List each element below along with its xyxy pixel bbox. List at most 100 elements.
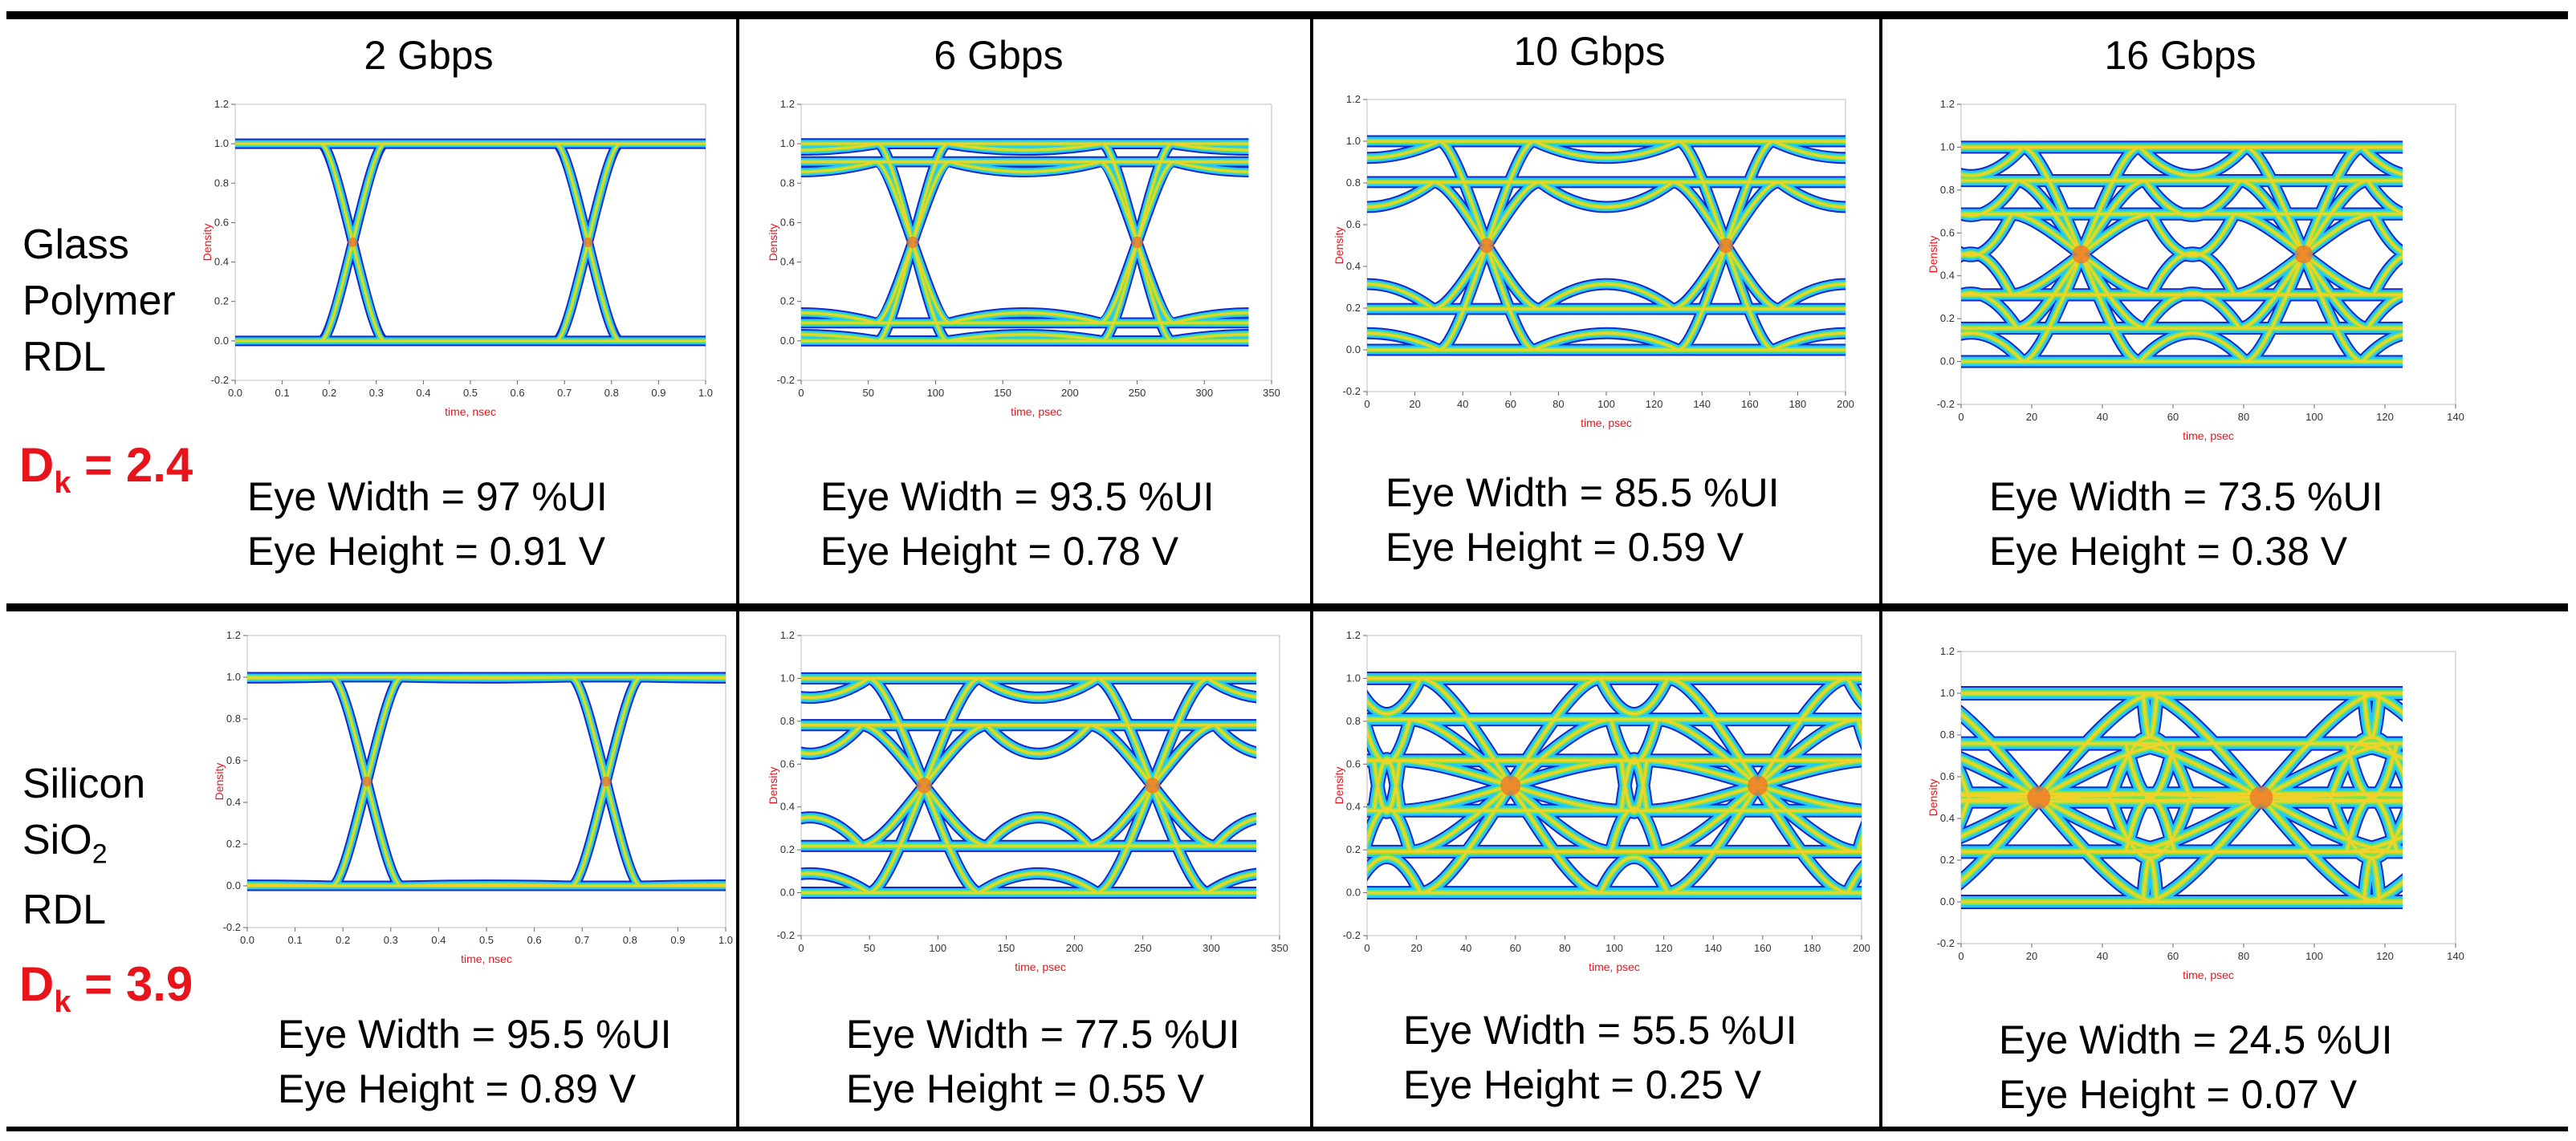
plot-frame bbox=[234, 104, 706, 381]
x-tick-label: 50 bbox=[862, 387, 873, 399]
x-tick-label: 150 bbox=[998, 942, 1015, 954]
x-tick-label: 80 bbox=[2238, 411, 2249, 423]
eye-traces bbox=[247, 672, 726, 891]
x-tick-label: 300 bbox=[1195, 387, 1213, 399]
row-label-line: RDL bbox=[22, 887, 107, 934]
x-tick-label: 40 bbox=[2097, 411, 2108, 423]
eye-metrics-glass-6gbps: Eye Width = 93.5 %UI Eye Height = 0.78 V bbox=[820, 469, 1215, 579]
row-label-silicon-sio2: Silicon SiO2 RDL bbox=[22, 756, 145, 938]
x-tick-label: 0.0 bbox=[240, 934, 254, 946]
x-tick-label: 60 bbox=[1505, 398, 1516, 410]
x-tick-label: 40 bbox=[2097, 950, 2108, 962]
eye-traces bbox=[235, 138, 706, 347]
y-tick-label: 0.8 bbox=[1940, 184, 1955, 196]
y-axis-label: Density bbox=[1333, 767, 1345, 805]
x-tick-label: 100 bbox=[2305, 411, 2323, 423]
eye-traces bbox=[1961, 140, 2403, 368]
x-tick-label: 60 bbox=[2167, 950, 2179, 962]
y-tick-label: 1.0 bbox=[1346, 135, 1361, 147]
row-label-line: Silicon bbox=[22, 761, 146, 807]
y-axis-label: Density bbox=[767, 767, 779, 805]
x-tick-label: 120 bbox=[1655, 942, 1673, 954]
y-tick-label: 0.8 bbox=[780, 715, 795, 727]
crossing-hotspot bbox=[361, 776, 372, 787]
eye-diagram-glass-6gbps: -0.2 0.0 0.2 0.4 0.6 0.8 1.0 1.2 0 50 100 150 200 250… bbox=[767, 98, 1280, 418]
eye-diagram-silicon-16gbps: -0.2 0.0 0.2 0.4 0.6 0.8 1.0 1.2 0 20 40 60 80 100 120… bbox=[1927, 645, 2464, 981]
y-tick-label: -0.2 bbox=[223, 921, 241, 933]
eye-metrics-glass-16gbps: Eye Width = 73.5 %UI Eye Height = 0.38 V bbox=[1989, 469, 2383, 579]
column-divider-1 bbox=[736, 19, 739, 1127]
x-tick-label: 0.5 bbox=[463, 387, 478, 399]
dk-value-glass: Dk = 2.4 bbox=[19, 437, 193, 501]
x-tick-label: 60 bbox=[1510, 942, 1521, 954]
row-label-line: Glass bbox=[22, 221, 129, 268]
column-title-10gbps: 10 Gbps bbox=[1513, 29, 1666, 74]
y-tick-label: 1.2 bbox=[780, 629, 795, 641]
column-title-16gbps: 16 Gbps bbox=[2104, 33, 2257, 78]
crossing-hotspot bbox=[2249, 786, 2273, 810]
y-tick-label: 0.2 bbox=[1940, 854, 1955, 866]
y-tick-label: 0.2 bbox=[780, 843, 795, 855]
y-tick-label: 0.8 bbox=[780, 177, 795, 189]
y-tick-label: -0.2 bbox=[211, 374, 229, 386]
dk-number: = 3.9 bbox=[71, 957, 193, 1011]
eye-diagram-glass-2gbps: -0.20.00.20.40.60.81.01.20.0 0.1 0.2 0.3 0.4… bbox=[201, 98, 713, 418]
y-axis-label: Density bbox=[767, 224, 779, 262]
y-tick-label: 0.6 bbox=[1940, 226, 1955, 238]
x-axis-label: time, psec bbox=[1589, 960, 1640, 973]
x-tick-label: 0.5 bbox=[479, 934, 494, 946]
dk-number: = 2.4 bbox=[71, 438, 193, 492]
x-tick-label: 120 bbox=[2376, 411, 2394, 423]
x-tick-label: 0.7 bbox=[557, 387, 572, 399]
eye-metrics-silicon-16gbps: Eye Width = 24.5 %UI Eye Height = 0.07 V bbox=[1999, 1013, 2393, 1122]
top-rule bbox=[6, 11, 2568, 19]
row-label-line: RDL bbox=[22, 334, 107, 380]
x-tick-label: 0.3 bbox=[369, 387, 384, 399]
eye-diagram-glass-16gbps: -0.2 0.0 0.2 0.4 0.6 0.8 1.0 1.2 0 20 40 60 80 100 120… bbox=[1927, 98, 2464, 442]
x-tick-label: 40 bbox=[1457, 398, 1468, 410]
crossing-hotspot bbox=[906, 236, 919, 249]
dk-symbol: D bbox=[19, 438, 55, 492]
x-tick-label: 0 bbox=[1364, 398, 1369, 410]
y-tick-label: 1.2 bbox=[226, 629, 241, 641]
crossing-hotspot bbox=[916, 778, 932, 794]
y-tick-label: 1.0 bbox=[226, 671, 241, 683]
crossing-hotspot bbox=[2294, 245, 2314, 264]
y-axis-label: Density bbox=[213, 763, 226, 801]
eye-height-value: Eye Height = 0.91 V bbox=[247, 529, 606, 574]
x-tick-label: 100 bbox=[927, 387, 945, 399]
x-tick-label: 20 bbox=[2026, 950, 2037, 962]
y-tick-label: -0.2 bbox=[1343, 385, 1361, 397]
eye-metrics-glass-10gbps: Eye Width = 85.5 %UI Eye Height = 0.59 V bbox=[1386, 465, 1780, 575]
dk-subscript: k bbox=[54, 466, 71, 500]
x-tick-label: 0 bbox=[1958, 411, 1964, 423]
x-tick-label: 0 bbox=[1364, 942, 1369, 954]
x-tick-label: 200 bbox=[1837, 398, 1854, 410]
y-axis-label: Density bbox=[1927, 779, 1939, 817]
y-tick-label: 0.4 bbox=[1940, 270, 1955, 282]
y-tick-label: -0.2 bbox=[1937, 398, 1955, 410]
crossing-hotspot bbox=[348, 238, 358, 247]
y-tick-label: 1.0 bbox=[780, 672, 795, 684]
y-tick-label: 0.6 bbox=[1346, 218, 1361, 230]
eye-diagram-silicon-2gbps: -0.20.00.20.40.60.81.01.20.0 0.1 0.2 0.3 0.4… bbox=[213, 629, 733, 965]
x-tick-label: 0.4 bbox=[431, 934, 446, 946]
x-tick-label: 0.7 bbox=[575, 934, 589, 946]
y-tick-label: 0.8 bbox=[1940, 729, 1955, 741]
x-tick-label: 0.4 bbox=[416, 387, 430, 399]
x-tick-label: 60 bbox=[2167, 411, 2179, 423]
x-tick-label: 100 bbox=[929, 942, 946, 954]
x-tick-label: 180 bbox=[1804, 942, 1821, 954]
y-tick-label: 0.4 bbox=[1346, 801, 1361, 813]
y-tick-label: 0.0 bbox=[214, 335, 229, 347]
y-tick-label: 1.0 bbox=[1346, 672, 1361, 684]
x-tick-label: 0.6 bbox=[527, 934, 542, 946]
eye-diagram-glass-10gbps: -0.2 0.0 0.2 0.4 0.6 0.8 1.0 1.2 0 20 40 60 80 100 120… bbox=[1333, 93, 1854, 429]
eye-height-value: Eye Height = 0.07 V bbox=[1999, 1072, 2358, 1117]
eye-traces bbox=[1367, 671, 1862, 900]
y-tick-label: 1.0 bbox=[780, 137, 795, 149]
y-tick-label: 1.0 bbox=[1940, 140, 1955, 152]
x-tick-label: 350 bbox=[1263, 387, 1280, 399]
x-axis-label: time, psec bbox=[2183, 429, 2234, 442]
eye-width-value: Eye Width = 24.5 %UI bbox=[1999, 1017, 2393, 1062]
